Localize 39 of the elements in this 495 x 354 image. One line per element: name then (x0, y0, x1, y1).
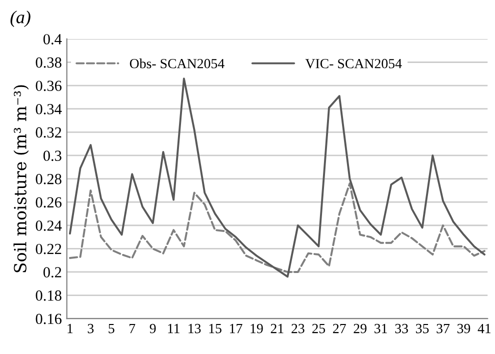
y-tick-label: 0.22 (36, 244, 62, 254)
y-tick-label: 0.26 (36, 197, 62, 208)
y-tick-label: 0.38 (36, 57, 62, 68)
x-tick-label: 13 (188, 324, 201, 334)
y-tick-label: 0.2 (43, 267, 62, 278)
y-tick-label: 0.18 (36, 290, 62, 301)
y-tick-label: 0.32 (36, 127, 62, 138)
x-tick-label: 11 (168, 324, 180, 334)
x-tick-label: 35 (416, 324, 429, 334)
chart-title: (a) (10, 10, 30, 27)
x-tick-label: 27 (333, 324, 346, 334)
x-tick-label: 7 (130, 324, 136, 334)
legend-label: VIC- SCAN2054 (305, 58, 402, 68)
x-tick-label: 17 (230, 324, 242, 334)
x-tick-label: 31 (374, 324, 387, 334)
x-tick-label: 3 (88, 324, 94, 334)
y-tick-label: 0.28 (36, 174, 62, 184)
y-tick-label: 0.3 (43, 150, 62, 161)
y-tick-label: 0.34 (36, 104, 62, 114)
x-tick-label: 19 (250, 324, 263, 334)
x-tick-label: 5 (108, 324, 114, 334)
legend-label: Obs- SCAN2054 (130, 58, 224, 68)
x-tick-label: 23 (292, 324, 304, 334)
x-tick-label: 21 (270, 324, 284, 334)
y-tick-label: 0.16 (36, 314, 62, 324)
x-tick-label: 1 (68, 324, 73, 334)
y-axis-title: Soil moisture (m³ m⁻³) (14, 85, 29, 272)
y-tick-label: 0.36 (36, 80, 62, 92)
y-tick-label: 0.4 (43, 34, 62, 44)
x-tick-label: 29 (354, 324, 366, 334)
x-tick-label: 15 (209, 324, 222, 334)
x-tick-label: 39 (457, 324, 470, 334)
x-tick-label: 37 (436, 324, 450, 334)
x-tick-label: 25 (312, 324, 326, 334)
x-tick-label: 33 (395, 324, 408, 334)
line-series (68, 78, 486, 278)
x-tick-label: 41 (478, 324, 491, 334)
y-tick-label: 0.24 (36, 220, 62, 231)
x-tick-label: 9 (150, 324, 156, 334)
